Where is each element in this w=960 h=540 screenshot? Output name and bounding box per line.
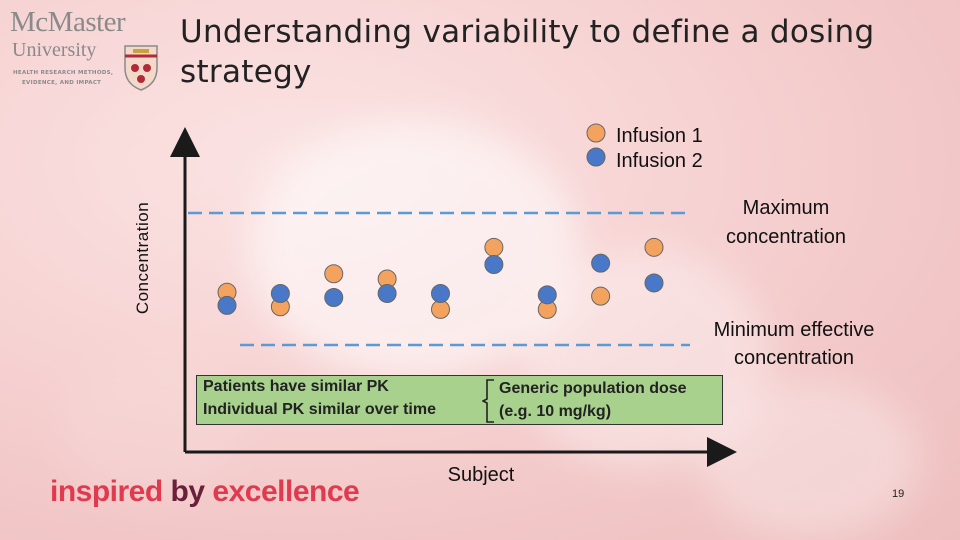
point-infusion-2-subject-1	[217, 295, 237, 315]
point-infusion-1-subject-5	[431, 299, 450, 319]
point-infusion-1-subject-8	[591, 286, 611, 306]
crest-icon	[124, 45, 158, 91]
annotation-left-line1: Patients have similar PK	[203, 378, 389, 395]
x-axis-label: Subject	[447, 464, 515, 486]
dosing-annotation-box: Patients have similar PK Individual PK s…	[196, 375, 723, 425]
legend-label-infusion-1: Infusion 1	[616, 125, 703, 147]
point-infusion-2-subject-4	[377, 284, 397, 304]
slide-title: Understanding variability to define a do…	[180, 14, 875, 90]
point-infusion-2-subject-3	[324, 287, 344, 307]
logo-tagline-line2: EVIDENCE, AND IMPACT	[22, 80, 102, 86]
slogan-word-inspired: inspired	[50, 475, 163, 508]
max-label-line1: Maximum	[742, 197, 830, 219]
point-infusion-1-subject-3	[324, 264, 344, 284]
legend-marker-infusion-2	[586, 147, 606, 167]
point-infusion-2-subject-5	[431, 284, 450, 304]
legend-label-infusion-2: Infusion 2	[616, 150, 703, 172]
slogan-word-by: by	[170, 475, 206, 508]
min-label-line1: Minimum effective	[713, 319, 875, 341]
footer-slogan: inspired by excellence	[50, 475, 360, 509]
slogan-word-excellence: excellence	[212, 475, 360, 508]
y-axis-label: Concentration	[133, 201, 152, 315]
logo-name-line2: University	[12, 39, 97, 61]
annotation-right-line2: (e.g. 10 mg/kg)	[499, 403, 612, 420]
logo-tagline-line1: HEALTH RESEARCH METHODS,	[13, 70, 114, 76]
point-infusion-2-subject-9	[644, 273, 664, 293]
annotation-right-line1: Generic population dose	[499, 380, 687, 397]
data-points	[217, 237, 664, 319]
logo-name-line1: McMaster	[10, 6, 126, 38]
max-label-line2: concentration	[725, 226, 847, 248]
max-concentration-label: Maximum concentration	[686, 194, 886, 252]
university-logo: McMaster University HEALTH RESEARCH METH…	[10, 6, 160, 96]
point-infusion-2-subject-6	[484, 254, 504, 274]
point-infusion-1-subject-6	[484, 237, 504, 257]
page-number: 19	[892, 488, 905, 500]
legend-marker-infusion-1	[586, 123, 606, 143]
point-infusion-1-subject-9	[644, 237, 664, 257]
min-concentration-label: Minimum effective concentration	[684, 316, 904, 372]
bracket-icon	[482, 379, 494, 423]
min-label-line2: concentration	[733, 347, 855, 369]
point-infusion-2-subject-8	[591, 253, 611, 273]
point-infusion-2-subject-7	[537, 285, 557, 305]
annotation-left-line2: Individual PK similar over time	[203, 401, 436, 418]
point-infusion-2-subject-2	[270, 284, 290, 304]
